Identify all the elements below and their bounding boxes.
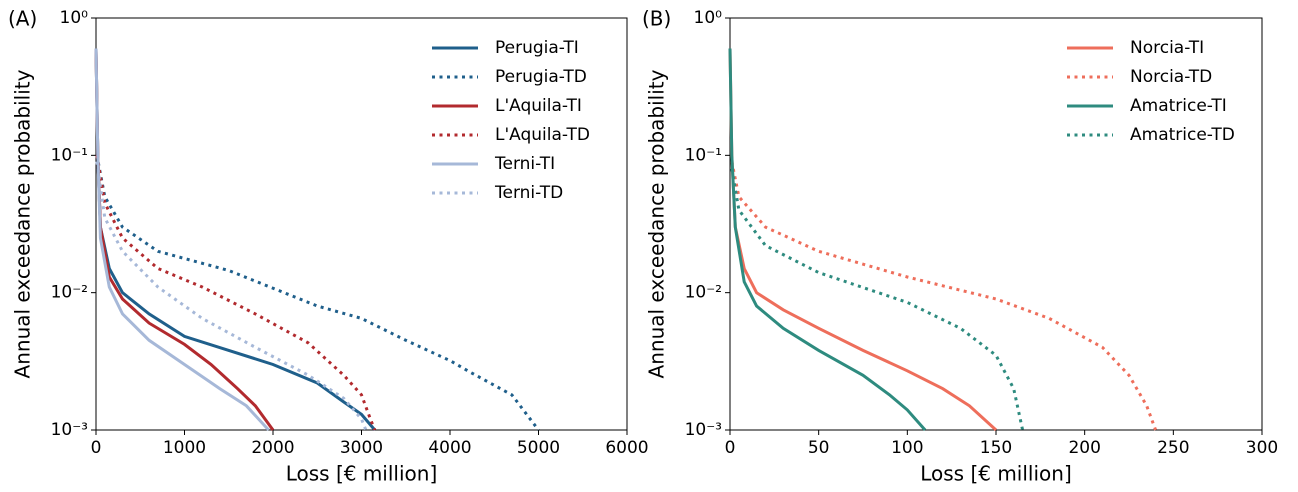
legend-label: Perugia-TD <box>495 67 587 87</box>
x-axis-label: Loss [€ million] <box>920 462 1072 486</box>
x-tick-label: 5000 <box>517 438 560 458</box>
x-tick-label: 150 <box>980 438 1012 458</box>
legend-label: L'Aquila-TI <box>495 96 582 116</box>
x-tick-label: 3000 <box>340 438 383 458</box>
y-axis-label: Annual exceedance probability <box>645 69 669 378</box>
legend-label: Norcia-TI <box>1130 38 1204 58</box>
series-line <box>728 48 927 431</box>
series-line <box>94 48 376 431</box>
legend-label: Terni-TD <box>494 183 563 203</box>
legend-label: Norcia-TD <box>1130 67 1212 87</box>
y-tick-label: 10⁰ <box>694 8 723 28</box>
y-tick-label: 10⁻² <box>685 283 722 303</box>
series-line <box>728 48 998 432</box>
x-axis-label: Loss [€ million] <box>286 462 438 486</box>
x-tick-label: 100 <box>891 438 923 458</box>
legend-label: Amatrice-TI <box>1130 96 1227 116</box>
series-line <box>95 161 368 431</box>
x-tick-label: 200 <box>1068 438 1100 458</box>
x-tick-label: 250 <box>1157 438 1189 458</box>
y-tick-label: 10⁰ <box>60 8 89 28</box>
x-tick-label: 50 <box>808 438 830 458</box>
y-tick-label: 10⁻³ <box>51 420 88 440</box>
series-line <box>95 155 540 431</box>
y-tick-label: 10⁻¹ <box>51 145 88 165</box>
x-tick-label: 0 <box>725 438 736 458</box>
x-tick-label: 2000 <box>251 438 294 458</box>
x-tick-label: 4000 <box>428 438 471 458</box>
legend-label: Terni-TI <box>494 154 555 174</box>
series-line <box>94 48 270 432</box>
y-axis-label: Annual exceedance probability <box>11 69 35 378</box>
legend-label: L'Aquila-TD <box>495 125 590 145</box>
y-tick-label: 10⁻¹ <box>685 145 722 165</box>
series-line <box>730 161 1158 431</box>
panel-label: (B) <box>642 7 671 31</box>
series-line <box>94 48 275 431</box>
legend-label: Amatrice-TD <box>1130 125 1235 145</box>
y-tick-label: 10⁻³ <box>685 420 722 440</box>
panel-label: (A) <box>8 7 37 31</box>
y-tick-label: 10⁻² <box>51 283 88 303</box>
x-tick-label: 1000 <box>163 438 206 458</box>
series-line <box>95 155 377 431</box>
series-line <box>730 168 1025 431</box>
x-tick-label: 0 <box>91 438 102 458</box>
x-tick-label: 6000 <box>605 438 648 458</box>
x-tick-label: 300 <box>1246 438 1278 458</box>
legend-label: Perugia-TI <box>495 38 579 58</box>
